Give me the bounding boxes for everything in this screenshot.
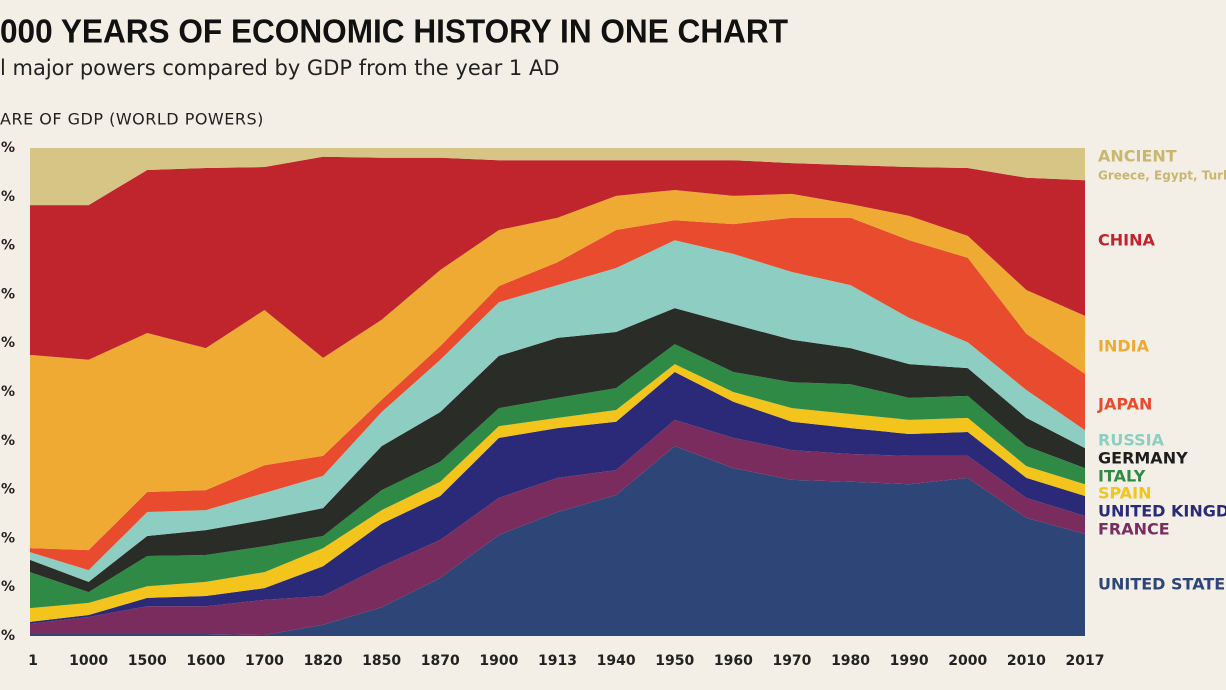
x-tick-label: 1820 [304,653,343,669]
area [30,189,1085,551]
x-tick-label: 1000 [69,653,108,669]
legend-label: FRANCE [1098,520,1170,539]
x-tick-label: 1700 [245,653,284,669]
x-tick-label: 1913 [538,653,577,669]
y-tick-label: % [1,579,15,595]
x-tick-label: 1850 [362,653,401,669]
y-tick-label: % [1,530,15,546]
area [30,148,1085,206]
y-tick-label: % [1,433,15,449]
legend-label: SPAIN [1098,484,1152,503]
legend-label: RUSSIA [1098,431,1165,450]
legend-label: ANCIENT [1098,147,1177,166]
legend-label: INDIA [1098,337,1150,356]
x-tick-label: 1 [28,653,38,669]
y-tick-label: % [1,384,15,400]
area [30,446,1085,636]
legend-label: UNITED STATE [1098,575,1225,594]
x-tick-label: 1600 [186,653,225,669]
x-tick-label: 1870 [421,653,460,669]
x-tick-label: 1950 [655,653,694,669]
legend-note: Greece, Egypt, Turke [1098,169,1226,183]
y-tick-label: % [1,628,15,644]
chart-subtitle: l major powers compared by GDP from the … [0,56,560,80]
y-axis-label: ARE OF GDP (WORLD POWERS) [0,110,264,129]
x-tick-label: 2017 [1066,653,1105,669]
x-tick-label: 1940 [597,653,636,669]
area [30,217,1085,571]
y-tick-label: % [1,189,15,205]
chart-title: 000 YEARS OF ECONOMIC HISTORY IN ONE CHA… [0,13,788,50]
area [30,308,1085,593]
area [30,364,1085,622]
y-tick-label: % [1,335,15,351]
x-tick-label: 1990 [890,653,929,669]
legend-label: JAPAN [1097,395,1152,414]
area [30,419,1085,636]
x-tick-label: 1960 [714,653,753,669]
y-tick-label: % [1,482,15,498]
area [30,240,1085,582]
x-tick-label: 1970 [772,653,811,669]
x-tick-label: 1500 [128,653,167,669]
x-tick-label: 2010 [1007,653,1046,669]
y-tick-label: % [1,140,15,156]
legend-label: UNITED KINGD [1098,502,1226,521]
x-tick-label: 2000 [948,653,987,669]
area [30,156,1085,360]
legend-label: CHINA [1098,231,1155,250]
area [30,344,1085,609]
y-tick-label: % [1,238,15,254]
legend-label: ITALY [1098,467,1146,486]
legend-label: GERMANY [1098,449,1188,468]
x-tick-label: 1900 [479,653,518,669]
area [30,371,1085,624]
x-tick-label: 1980 [831,653,870,669]
y-tick-label: % [1,286,15,302]
